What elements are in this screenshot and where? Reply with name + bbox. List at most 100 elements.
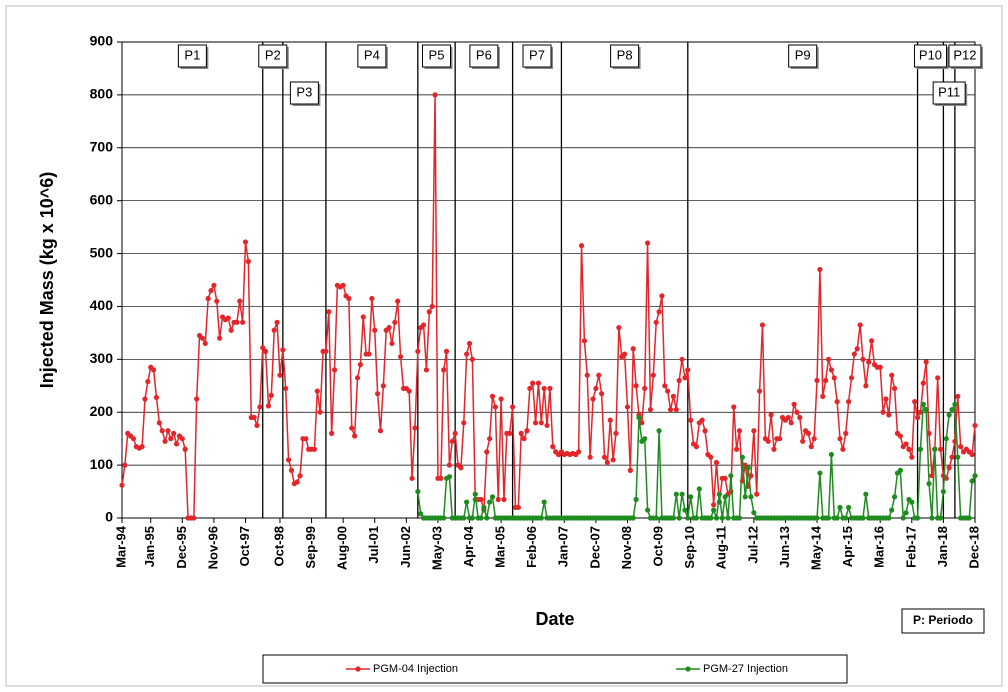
data-point [578, 243, 585, 249]
data-point [377, 428, 384, 434]
data-point [713, 515, 720, 521]
data-point [693, 444, 700, 450]
data-point [487, 436, 493, 442]
data-point [412, 425, 418, 431]
data-point [495, 496, 501, 503]
data-point [820, 393, 826, 399]
data-point [834, 515, 840, 521]
x-tick-label: Oct-97 [237, 526, 252, 566]
data-point [805, 430, 812, 436]
period-label: P11 [938, 84, 960, 99]
data-point [538, 420, 544, 426]
x-tick-label: Oct-09 [651, 526, 666, 566]
period-box [788, 44, 818, 68]
data-point [145, 378, 151, 385]
data-point [501, 496, 507, 503]
data-point [547, 385, 553, 392]
data-point [208, 287, 214, 294]
x-tick-label: Sep-99 [303, 526, 318, 569]
period-label: P5 [429, 47, 445, 62]
data-point [283, 385, 289, 392]
data-point [673, 491, 679, 497]
data-point [676, 515, 682, 521]
data-point [667, 406, 674, 413]
data-point [349, 425, 355, 431]
data-point [797, 414, 803, 421]
data-point [685, 515, 691, 521]
x-tick-label: Feb-06 [524, 526, 539, 568]
data-point [699, 417, 705, 423]
data-point [599, 391, 605, 397]
data-point [866, 359, 872, 365]
data-point [886, 412, 892, 418]
x-tick-label: Dec-07 [587, 526, 602, 569]
data-point [791, 401, 797, 407]
data-point [449, 438, 455, 444]
legend-label: PGM-04 Injection [373, 663, 458, 675]
data-point [636, 414, 642, 421]
x-tick-label: Sep-10 [682, 526, 697, 569]
data-point [751, 428, 757, 434]
y-tick-label: 100 [90, 456, 114, 472]
data-point [633, 496, 639, 503]
data-point [139, 444, 145, 450]
data-point [156, 420, 162, 426]
data-point [860, 356, 866, 362]
data-point [461, 420, 467, 426]
x-tick-label: Jun-02 [398, 526, 413, 568]
data-point [406, 388, 412, 394]
data-point [441, 515, 447, 521]
data-point [843, 515, 849, 521]
data-point [676, 377, 682, 384]
period-box [522, 44, 552, 68]
data-point [375, 391, 381, 397]
data-point [268, 392, 274, 398]
data-point [397, 354, 404, 360]
data-point [739, 454, 745, 460]
data-point [920, 401, 926, 407]
data-point [429, 303, 435, 310]
y-tick-label: 0 [105, 509, 113, 525]
data-point [527, 385, 533, 392]
x-tick-label: May-14 [808, 525, 823, 570]
data-point [285, 457, 292, 463]
x-tick-label: Aug-11 [714, 526, 729, 569]
data-point [409, 475, 415, 481]
data-point [943, 475, 949, 481]
data-point [538, 515, 544, 521]
data-point [731, 404, 737, 410]
data-point [955, 454, 961, 460]
data-point [825, 356, 832, 362]
period-box [421, 44, 451, 68]
data-point [142, 396, 148, 402]
data-point [834, 399, 840, 405]
data-point [489, 393, 496, 399]
data-point [688, 494, 694, 500]
data-point [736, 515, 743, 521]
period-box [357, 44, 387, 68]
data-point [466, 340, 473, 347]
data-point [909, 454, 915, 460]
data-point [590, 396, 596, 402]
data-point [260, 345, 266, 351]
data-point [596, 372, 602, 378]
note: P: Periodo [913, 613, 973, 627]
data-point [725, 515, 731, 521]
x-tick-label: Jan-18 [935, 526, 950, 567]
period-box [177, 44, 207, 68]
data-point [650, 372, 656, 378]
data-point [828, 367, 834, 373]
data-point [946, 465, 952, 471]
y-tick-label: 500 [90, 244, 114, 260]
data-point [653, 319, 659, 325]
data-point [917, 446, 924, 452]
data-point [837, 504, 843, 511]
x-tick-label: Aug-00 [335, 526, 350, 570]
data-point [673, 406, 679, 413]
data-point [191, 515, 197, 521]
y-tick-label: 300 [90, 350, 114, 366]
y-tick-label: 700 [90, 138, 114, 154]
data-point [392, 319, 398, 325]
data-point [217, 335, 223, 341]
